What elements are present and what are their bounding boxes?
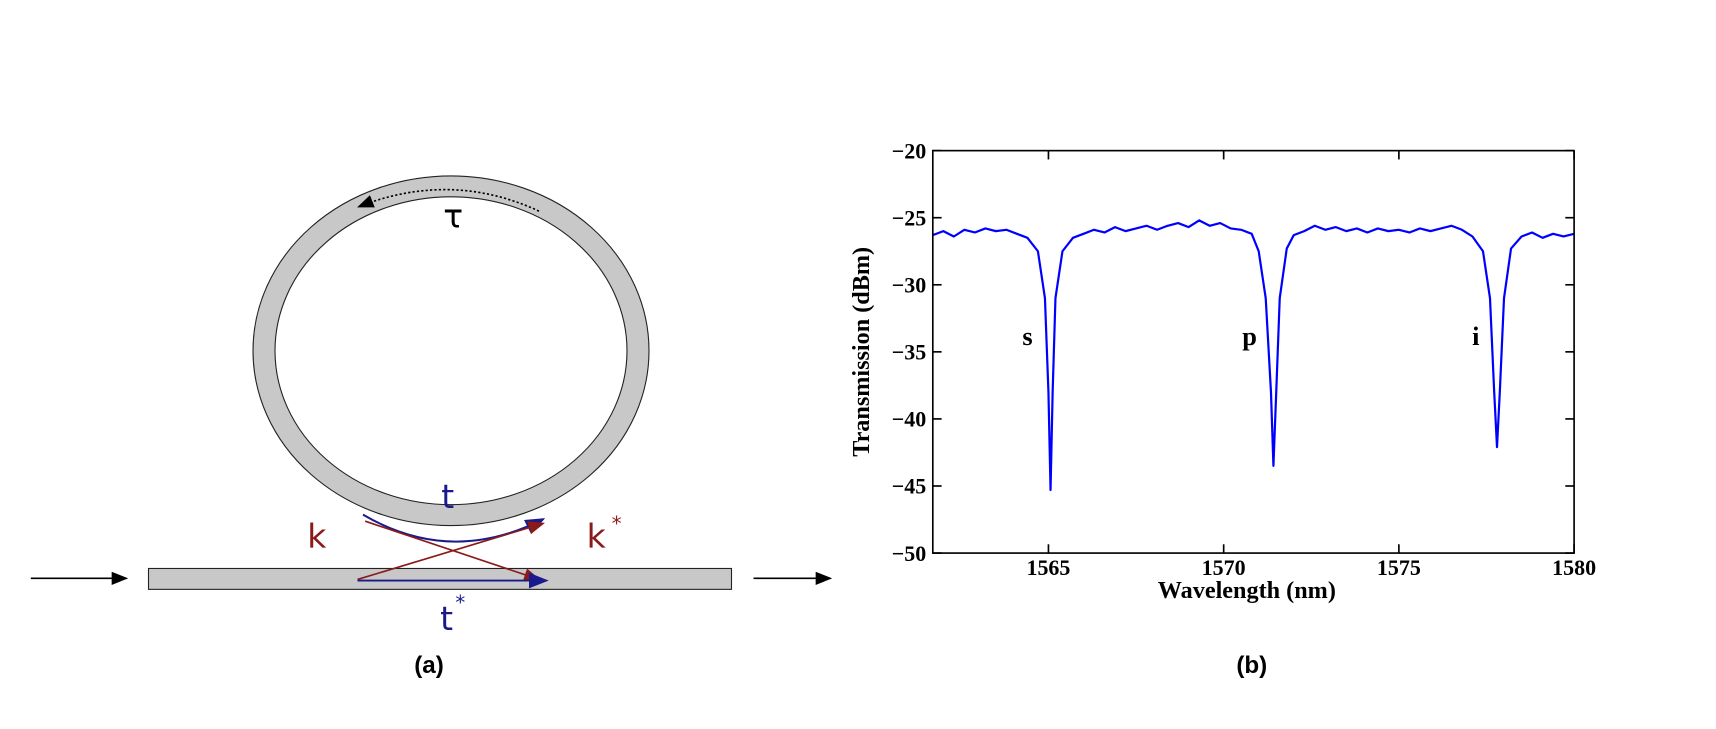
y-tick-label: −40 — [892, 407, 927, 432]
y-tick-label: −20 — [892, 138, 927, 163]
k-conj-label: k — [587, 517, 606, 556]
circulation-arrow — [357, 188, 540, 212]
t-arrow — [362, 513, 546, 543]
t-conj-label: t — [440, 599, 453, 638]
x-tick-label: 1570 — [1202, 555, 1246, 580]
spectrum-chart: −20 −25 −30 −35 −40 −45 −50 1565 1570 1575 1580 Wav… — [848, 138, 1596, 604]
x-tick-label: 1580 — [1552, 555, 1596, 580]
k-label: k — [307, 517, 326, 556]
dip-annotation: i — [1472, 321, 1479, 351]
tau-label: τ — [443, 197, 463, 236]
dip-annotation: s — [1022, 321, 1032, 351]
bus-waveguide — [147, 567, 733, 590]
ring-diagram: τ t k k * t * (a) — [30, 175, 833, 679]
panel-label: (a) — [414, 652, 444, 679]
spectrum-line — [932, 219, 1575, 492]
dip-annotation: p — [1242, 321, 1257, 351]
plot-frame — [931, 149, 1575, 554]
y-tick-label: −35 — [892, 340, 927, 365]
k-conj-sup: * — [612, 512, 622, 535]
y-axis-label: Transmission (dBm) — [848, 247, 875, 457]
y-tick-label: −30 — [892, 272, 927, 297]
k-arrow — [357, 521, 545, 581]
x-tick-label: 1575 — [1377, 555, 1421, 580]
t-label: t — [441, 477, 454, 516]
y-tick-label: −45 — [892, 474, 927, 499]
x-axis-label: Wavelength (nm) — [1158, 577, 1336, 604]
x-tick-label: 1565 — [1026, 555, 1070, 580]
panel-label: (b) — [1236, 652, 1267, 679]
k-conj-arrow — [364, 520, 541, 581]
ring — [252, 175, 650, 527]
t-conj-sup: * — [455, 591, 465, 614]
y-tick-label: −50 — [892, 541, 927, 566]
y-tick-label: −25 — [892, 205, 927, 230]
